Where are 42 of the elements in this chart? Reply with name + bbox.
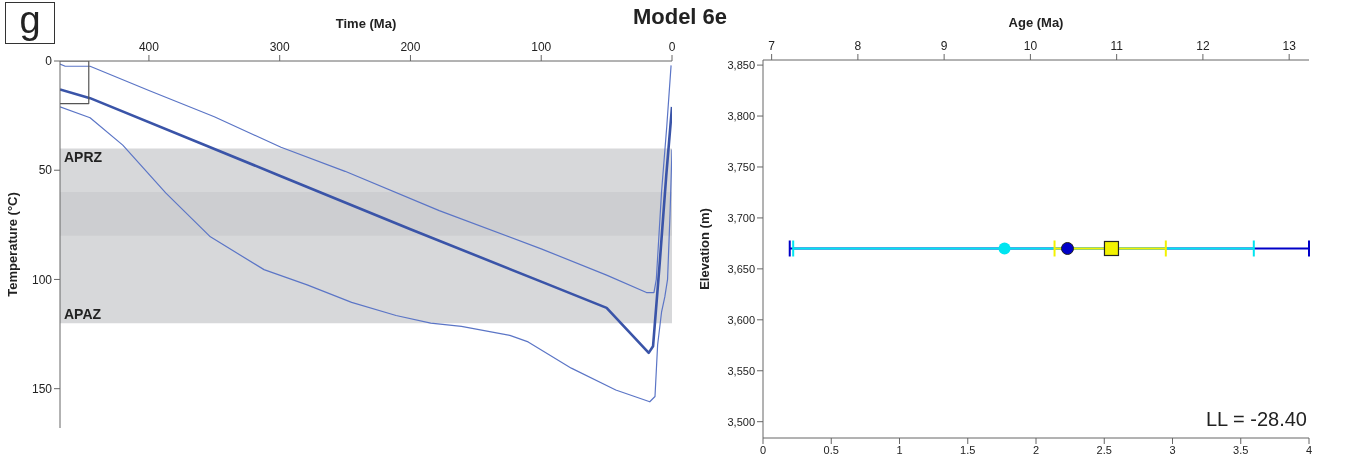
x2-axis-title: Age (Ma) (1008, 15, 1064, 31)
x-axis-title: Time (Ma) (335, 16, 397, 32)
y-tick-label: 3,850 (727, 59, 755, 71)
x2-tick-label: 11 (1110, 39, 1124, 53)
x-tick-label: 2.5 (1096, 443, 1112, 456)
y-axis-title: Elevation (m) (696, 208, 712, 290)
x2-tick-label: 10 (1023, 39, 1038, 53)
x2-tick-label: 7 (768, 39, 776, 53)
x-tick-label: 4 (1305, 443, 1313, 456)
text: g (5, 0, 55, 44)
x-tick-label: 100 (531, 40, 552, 54)
x-tick-label: 3 (1169, 443, 1176, 456)
x-tick-label: 3.5 (1233, 443, 1249, 456)
x-tick-label: 200 (400, 40, 421, 54)
y-tick-label: 0 (45, 54, 53, 69)
x2-tick-label: 13 (1282, 39, 1297, 53)
x-tick-label: 1.5 (960, 443, 976, 456)
x2-tick-label: 12 (1196, 39, 1210, 53)
y-tick-label: 150 (31, 381, 53, 396)
x-tick-label: 0 (668, 40, 676, 54)
y-tick-label: 3,700 (727, 211, 755, 224)
y-tick-label: 3,550 (727, 364, 755, 377)
y-tick-label: 50 (38, 163, 53, 178)
y-tick-label: 3,600 (727, 313, 755, 326)
x-tick-label: 300 (269, 40, 291, 54)
band-label: APAZ (64, 306, 102, 323)
y-tick-label: 3,650 (727, 262, 755, 275)
y-axis-title: Temperature (°C) (4, 192, 20, 297)
y-tick-label: 3,800 (727, 109, 755, 122)
x-tick-label: 0.5 (823, 443, 839, 456)
x-tick-label: 2 (1032, 443, 1040, 456)
band-label: APRZ (64, 149, 103, 166)
chart-title: Model 6e (631, 4, 729, 30)
x-tick-label: 0 (759, 443, 767, 456)
y-tick-label: 3,750 (727, 160, 755, 173)
x2-tick-label: 9 (940, 39, 948, 53)
annotation: LL = -28.40 (1205, 408, 1307, 431)
y-tick-label: 3,500 (727, 415, 755, 428)
x-tick-label: 1 (896, 443, 903, 456)
x-tick-label: 400 (138, 40, 160, 54)
x2-tick-label: 8 (854, 39, 862, 53)
y-tick-label: 100 (31, 272, 53, 287)
